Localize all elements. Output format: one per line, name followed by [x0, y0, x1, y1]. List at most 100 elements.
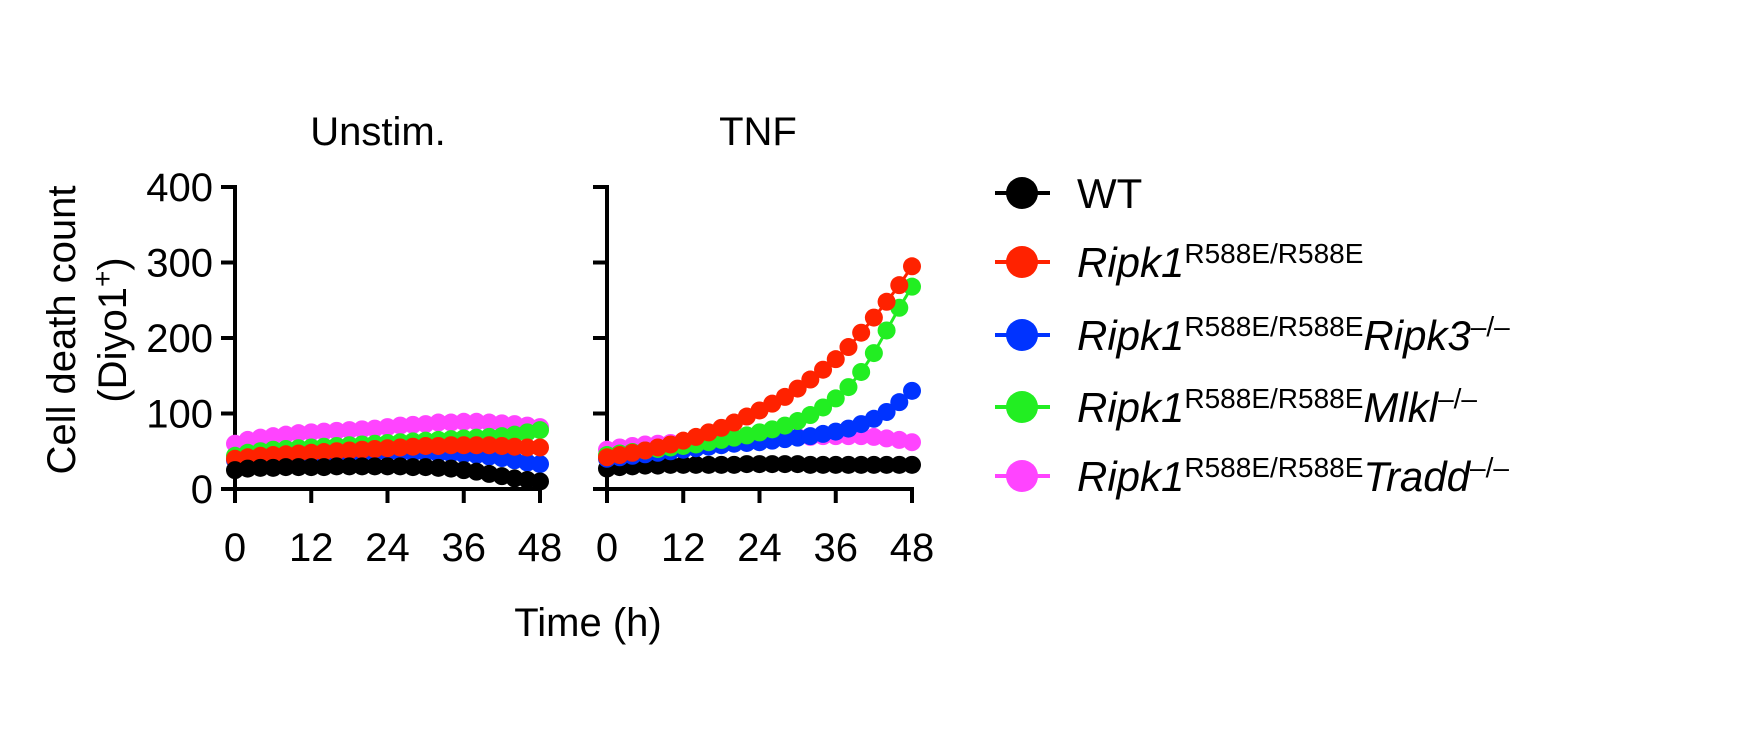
data-point	[238, 459, 257, 478]
data-point	[775, 387, 794, 406]
data-point	[903, 257, 921, 276]
panel-title: TNF	[719, 110, 797, 154]
data-point	[480, 436, 499, 455]
data-point	[403, 415, 422, 434]
series-Tradd	[226, 412, 549, 453]
data-point	[814, 455, 833, 474]
data-point	[429, 413, 448, 432]
data-point	[826, 389, 845, 408]
data-point	[391, 438, 410, 457]
legend-entry-Mlkl: Ripk1R588E/R588EMlkl–/–	[995, 383, 1477, 431]
legend-entry-Ripk3: Ripk1R588E/R588ERipk3–/–	[995, 311, 1510, 359]
panel-tnf: TNF 0 12 24 36 48	[593, 110, 934, 570]
data-point	[788, 379, 807, 398]
data-point	[302, 458, 321, 477]
data-point	[852, 323, 871, 342]
data-point	[737, 455, 756, 474]
legend-marker	[1006, 319, 1038, 351]
y-tick-label: 300	[146, 242, 213, 286]
x-tick-label: 0	[224, 526, 246, 570]
x-tick-label: 12	[289, 526, 334, 570]
data-point	[903, 433, 921, 452]
data-point	[327, 442, 346, 461]
data-point	[852, 362, 871, 381]
data-point	[826, 455, 845, 474]
x-tick-label: 48	[518, 526, 563, 570]
data-point	[852, 455, 871, 474]
data-point	[839, 455, 858, 474]
x-tick-label: 36	[814, 526, 859, 570]
data-point	[531, 421, 549, 440]
legend-label: Ripk1R588E/R588E	[1077, 238, 1363, 286]
data-point	[454, 412, 473, 431]
data-point	[429, 458, 448, 477]
data-point	[264, 446, 283, 465]
y-tick-label: 200	[146, 317, 213, 361]
data-point	[314, 443, 333, 462]
data-point	[454, 436, 473, 455]
legend-label: Ripk1R588E/R588ERipk3–/–	[1077, 311, 1510, 359]
data-point	[264, 458, 283, 477]
data-point	[864, 455, 883, 474]
data-point	[467, 436, 486, 455]
data-point	[378, 457, 397, 476]
data-point	[378, 439, 397, 458]
data-point	[531, 438, 549, 457]
data-point	[492, 436, 511, 455]
panel-series	[226, 412, 549, 491]
data-point	[775, 455, 794, 474]
data-point	[429, 436, 448, 455]
data-point	[302, 443, 321, 462]
data-point	[353, 420, 372, 439]
y-axis-label: Cell death count	[40, 185, 84, 474]
y-axis-label-line2: (Diyo1+)	[87, 257, 135, 402]
data-point	[480, 413, 499, 432]
series-WT	[226, 457, 549, 491]
legend-label: Ripk1R588E/R588ETradd–/–	[1077, 452, 1509, 500]
x-tick-label: 48	[890, 526, 935, 570]
data-point	[391, 416, 410, 435]
data-point	[340, 421, 359, 440]
data-point	[686, 455, 705, 474]
y-tick-label: 100	[146, 393, 213, 437]
legend-marker	[1006, 391, 1038, 423]
data-point	[864, 344, 883, 363]
data-point	[403, 458, 422, 477]
data-point	[365, 457, 384, 476]
y-tick-label: 400	[146, 166, 213, 210]
x-tick-label: 12	[661, 526, 706, 570]
data-point	[801, 370, 820, 389]
data-point	[661, 455, 680, 474]
data-point	[877, 321, 896, 340]
legend-entry-Tradd: Ripk1R588E/R588ETradd–/–	[995, 452, 1509, 500]
data-point	[531, 472, 549, 491]
data-point	[314, 458, 333, 477]
data-point	[814, 398, 833, 417]
legend: WT Ripk1R588E/R588E Ripk1R588E/R588ERipk3–…	[995, 170, 1510, 500]
data-point	[340, 457, 359, 476]
data-point	[327, 421, 346, 440]
data-point	[890, 393, 909, 412]
data-point	[391, 457, 410, 476]
data-point	[251, 458, 270, 477]
data-point	[327, 457, 346, 476]
panel-unstim: Unstim. 0 100 200 300 400 0 12 24 36 48	[146, 110, 562, 570]
data-point	[903, 455, 921, 474]
data-point	[302, 423, 321, 442]
data-point	[442, 413, 461, 432]
data-point	[890, 276, 909, 295]
data-point	[877, 292, 896, 311]
panel-axes: 0 100 200 300 400 0 12 24 36 48	[146, 166, 562, 570]
data-point	[801, 455, 820, 474]
data-point	[276, 458, 295, 477]
x-tick-label: 24	[365, 526, 410, 570]
data-point	[699, 455, 718, 474]
data-point	[314, 422, 333, 441]
data-point	[788, 455, 807, 474]
data-point	[839, 338, 858, 357]
data-point	[864, 308, 883, 327]
data-point	[725, 455, 744, 474]
x-tick-label: 36	[442, 526, 487, 570]
data-point	[467, 412, 486, 431]
